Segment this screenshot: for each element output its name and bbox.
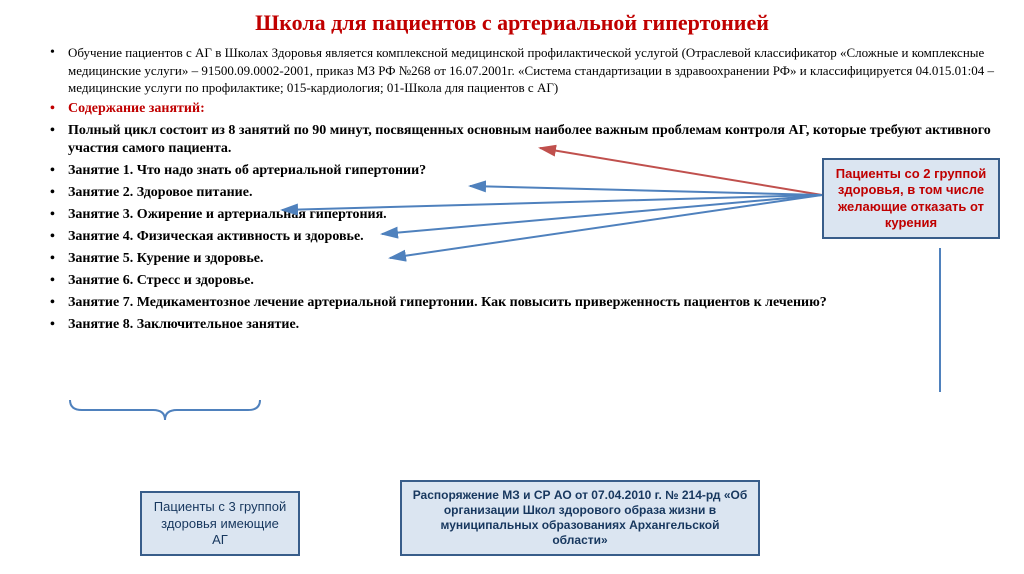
- page-title: Школа для пациентов с артериальной гипер…: [0, 0, 1024, 44]
- intro-text: Обучение пациентов с АГ в Школах Здоровь…: [50, 44, 994, 97]
- lesson-item: Занятие 6. Стресс и здоровье.: [50, 272, 994, 291]
- lesson-item: Занятие 8. Заключительное занятие.: [50, 316, 994, 335]
- callout-order: Распоряжение МЗ и СР АО от 07.04.2010 г.…: [400, 480, 760, 556]
- callout-group2: Пациенты со 2 группой здоровья, в том чи…: [822, 158, 1000, 239]
- callout-group3: Пациенты с 3 группой здоровья имеющие АГ: [140, 491, 300, 556]
- section-heading: Содержание занятий:: [50, 100, 994, 119]
- lesson-item: Занятие 5. Курение и здоровье.: [50, 250, 994, 269]
- lesson-item: Занятие 7. Медикаментозное лечение артер…: [50, 294, 994, 313]
- cycle-description: Полный цикл состоит из 8 занятий по 90 м…: [50, 122, 994, 160]
